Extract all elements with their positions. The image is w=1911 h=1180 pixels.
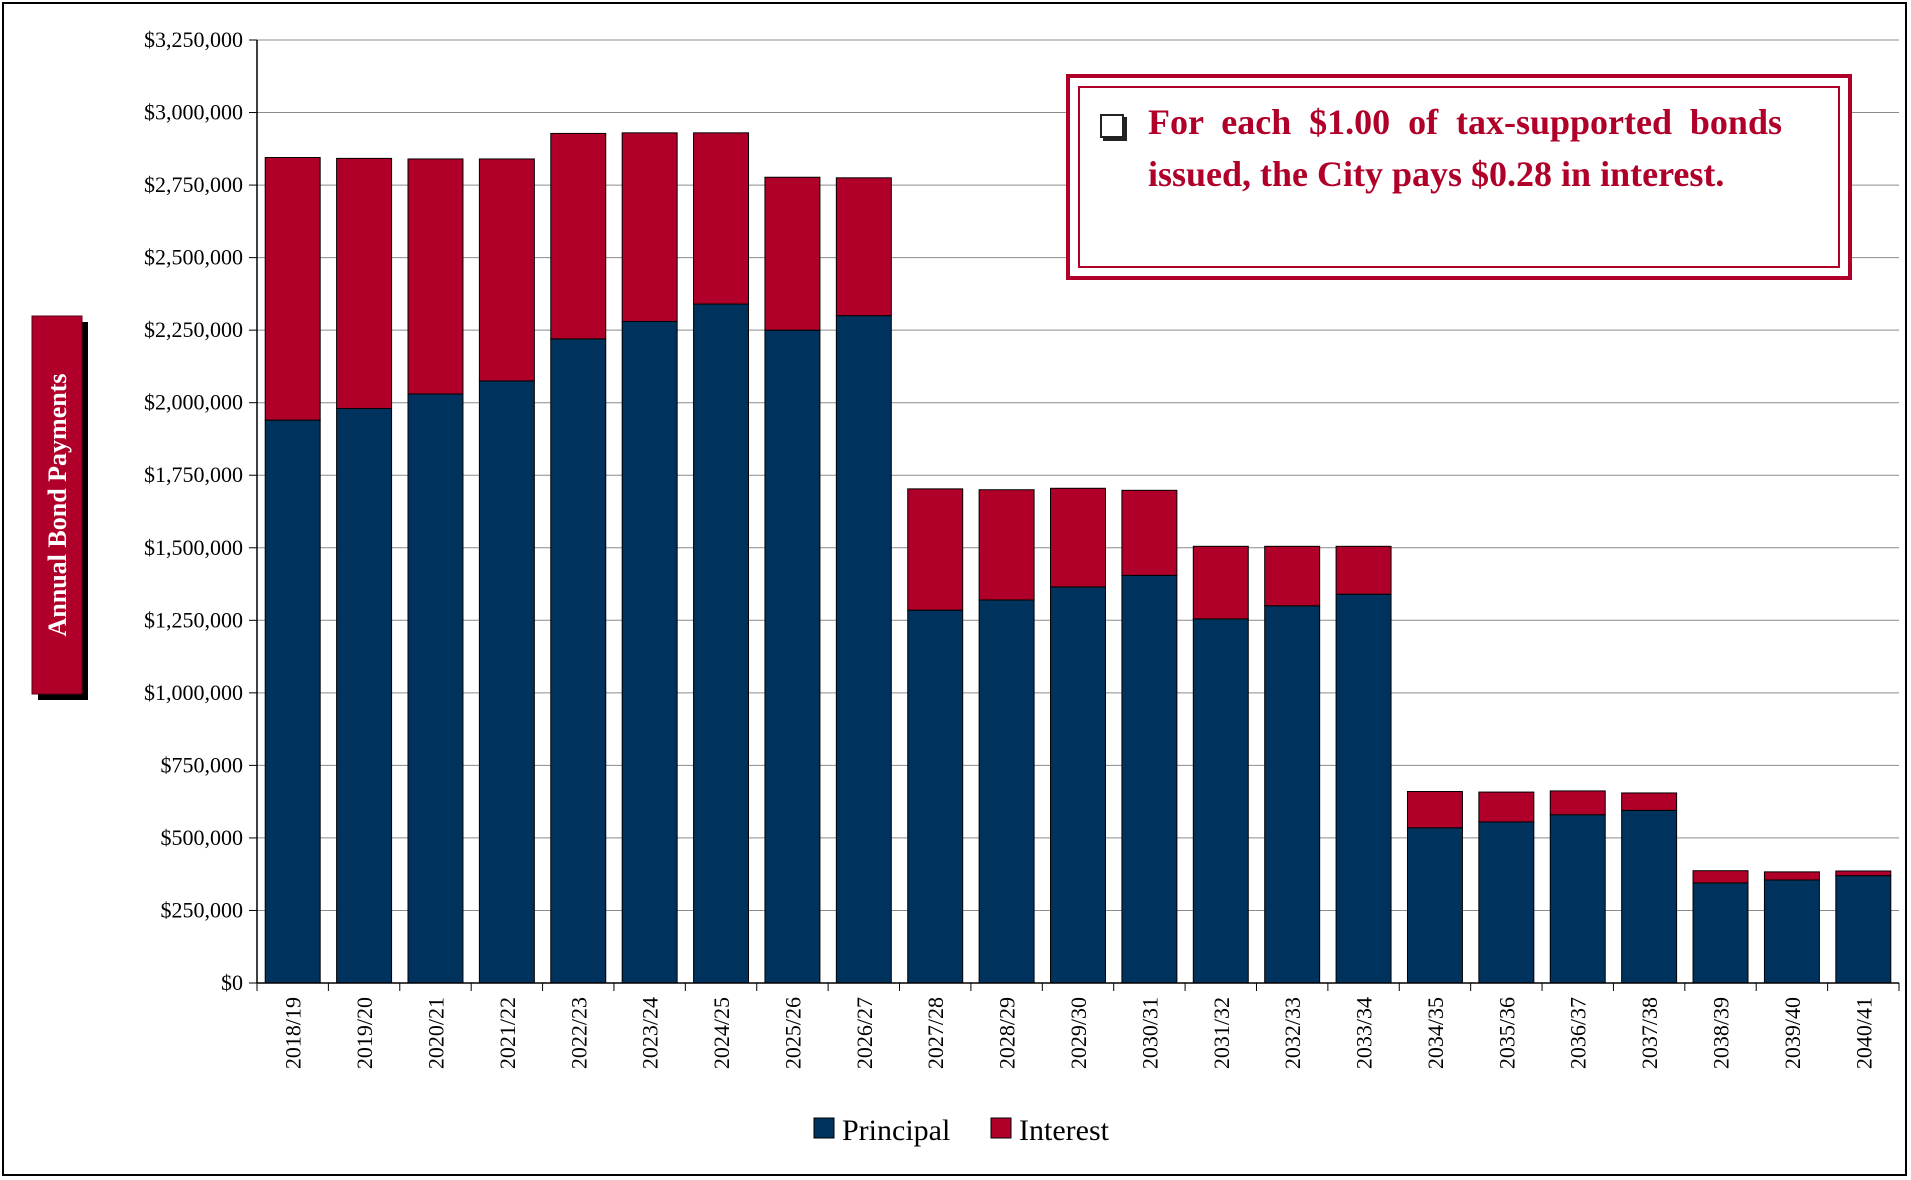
x-tick-labels: 2018/19 2019/20 2020/21 2021/22 2022/23 2023/… (281, 997, 1877, 1069)
bar-interest-2024-25 (693, 132, 750, 305)
legend-label-principal: Principal (842, 1114, 950, 1147)
callout-text: For each $1.00 of tax-supported bonds is… (1148, 102, 1782, 194)
legend: Principal Interest (813, 1114, 1110, 1147)
bar-principal-2033-34 (1335, 593, 1392, 984)
x-tick-label: 2026/27 (852, 997, 877, 1069)
bar-principal-2024-25 (693, 303, 750, 984)
bar-interest-2029-30 (1050, 487, 1106, 588)
y-tick-label: $1,250,000 (144, 607, 243, 632)
bar-principal-2023-24 (621, 320, 678, 984)
x-tick-label: 2029/30 (1066, 997, 1091, 1069)
bar-principal-2019-20 (336, 407, 393, 984)
x-tick-label: 2034/35 (1423, 997, 1448, 1069)
x-tick-label: 2022/23 (566, 997, 591, 1069)
x-tick-label: 2032/33 (1280, 997, 1305, 1069)
bar-principal-2026-27 (835, 315, 892, 984)
x-tick-label: 2018/19 (281, 997, 306, 1069)
bar-interest-2025-26 (764, 176, 821, 331)
bar-principal-2022-23 (550, 338, 607, 984)
y-tick-label: $2,000,000 (144, 390, 243, 415)
bar-interest-2028-29 (978, 489, 1035, 601)
checkbox-bullet-icon (1100, 114, 1124, 138)
bar-principal-2020-21 (407, 393, 464, 984)
x-tick-label: 2033/34 (1352, 997, 1377, 1069)
bar-interest-2031-32 (1192, 545, 1249, 620)
y-tick-label: $2,500,000 (144, 245, 243, 270)
bar-interest-2021-22 (478, 158, 535, 382)
x-tick-label: 2025/26 (780, 997, 805, 1069)
y-tick-label: $0 (221, 970, 243, 995)
x-tick-label: 2038/39 (1709, 997, 1734, 1069)
y-tick-label: $3,250,000 (144, 27, 243, 52)
bar-interest-2030-31 (1121, 489, 1178, 576)
x-tick-label: 2019/20 (352, 997, 377, 1069)
x-tick-label: 2021/22 (495, 997, 520, 1069)
bar-interest-2019-20 (336, 157, 393, 409)
bar-principal-2039-40 (1763, 879, 1820, 984)
y-tick-label: $2,250,000 (144, 317, 243, 342)
bar-principal-2035-36 (1478, 821, 1535, 984)
bar-principal-2027-28 (907, 609, 964, 984)
bar-principal-2038-39 (1692, 882, 1749, 984)
y-axis-title: Annual Bond Payments (31, 315, 88, 700)
bar-interest-2036-37 (1549, 790, 1606, 816)
y-tick-label: $1,500,000 (144, 535, 243, 560)
x-tick-label: 2036/37 (1566, 997, 1591, 1069)
bar-interest-2027-28 (907, 488, 964, 611)
y-tick-label: $750,000 (161, 752, 244, 777)
legend-label-interest: Interest (1019, 1114, 1110, 1147)
x-tick-label: 2023/24 (638, 997, 663, 1069)
bar-interest-2040-41 (1835, 870, 1892, 877)
bars (264, 132, 1892, 984)
x-tick-label: 2039/40 (1780, 997, 1805, 1069)
bar-principal-2028-29 (978, 599, 1035, 984)
x-tick-label: 2037/38 (1637, 997, 1662, 1069)
bar-interest-2039-40 (1763, 871, 1820, 881)
bar-interest-2022-23 (550, 132, 607, 340)
legend-swatch-principal (813, 1117, 835, 1139)
bar-interest-2033-34 (1335, 545, 1392, 595)
bar-interest-2020-21 (407, 158, 464, 395)
y-tick-label: $250,000 (161, 897, 244, 922)
x-tick-label: 2020/21 (423, 997, 448, 1069)
y-tick-label: $2,750,000 (144, 172, 243, 197)
bar-interest-2038-39 (1692, 870, 1749, 884)
bar-principal-2021-22 (478, 380, 535, 984)
y-tick-labels: $0 $250,000 $500,000 $750,000 $1,000,000 $1,2… (144, 27, 243, 995)
bar-interest-2018-19 (264, 157, 321, 421)
x-tick-label: 2030/31 (1137, 997, 1162, 1069)
bar-interest-2035-36 (1478, 791, 1535, 823)
y-tick-label: $1,000,000 (144, 680, 243, 705)
bar-principal-2018-19 (264, 419, 321, 984)
x-tick-label: 2040/41 (1851, 997, 1876, 1069)
legend-swatch-interest (990, 1117, 1012, 1139)
bar-principal-2029-30 (1050, 586, 1106, 984)
bar-principal-2032-33 (1264, 605, 1321, 984)
x-tick-label: 2031/32 (1209, 997, 1234, 1069)
y-tick-label: $3,000,000 (144, 100, 243, 125)
bar-principal-2037-38 (1621, 809, 1678, 984)
bar-interest-2032-33 (1264, 545, 1321, 607)
y-tick-label: $1,750,000 (144, 462, 243, 487)
bar-principal-2031-32 (1192, 618, 1249, 984)
bar-principal-2025-26 (764, 329, 821, 984)
bar-interest-2034-35 (1406, 790, 1463, 829)
bar-principal-2036-37 (1549, 814, 1606, 984)
x-tick-label: 2035/36 (1494, 997, 1519, 1069)
bar-principal-2030-31 (1121, 574, 1178, 984)
interest-callout-box: For each $1.00 of tax-supported bonds is… (1066, 74, 1852, 280)
bar-principal-2034-35 (1406, 827, 1463, 984)
x-tick-label: 2027/28 (923, 997, 948, 1069)
bar-interest-2026-27 (835, 177, 892, 317)
y-tick-label: $500,000 (161, 825, 244, 850)
bar-principal-2040-41 (1835, 875, 1892, 984)
x-tick-label: 2028/29 (995, 997, 1020, 1069)
y-axis-label: Annual Bond Payments (43, 374, 72, 637)
x-tick-label: 2024/25 (709, 997, 734, 1069)
bar-interest-2023-24 (621, 132, 678, 322)
axes (256, 40, 1899, 984)
callout-inner-border (1078, 86, 1840, 268)
bar-interest-2037-38 (1621, 792, 1678, 811)
